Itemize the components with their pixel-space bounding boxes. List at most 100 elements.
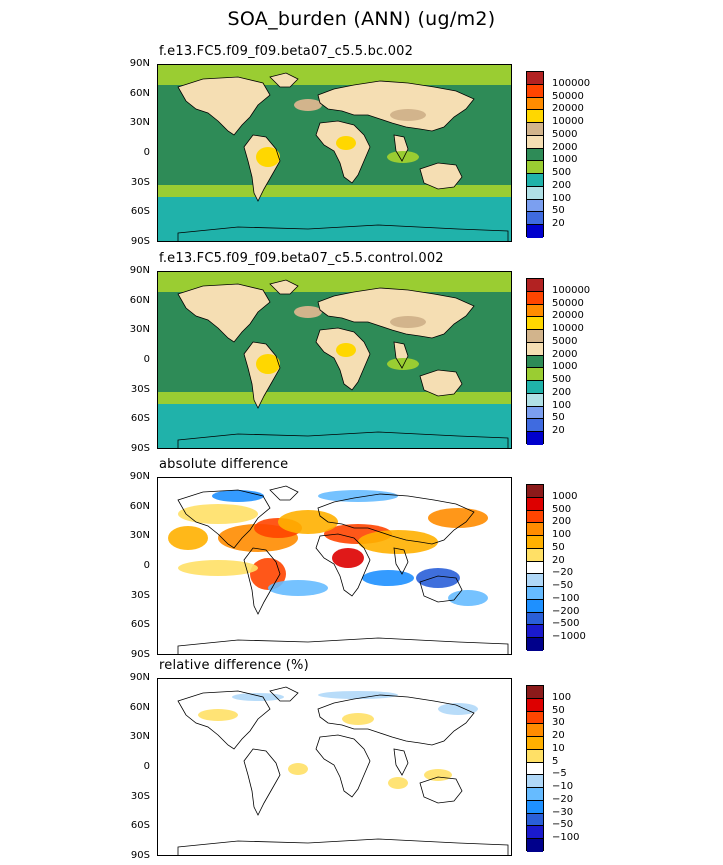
- colorbar-swatch: [527, 548, 543, 562]
- latitude-label: 30S: [130, 383, 150, 395]
- colorbar-label: 50: [552, 412, 565, 424]
- colorbar-label: 200: [552, 386, 572, 398]
- colorbar-swatch: [527, 148, 543, 162]
- latitude-label: 90N: [129, 672, 150, 683]
- colorbar-swatch: [527, 225, 543, 238]
- colorbar-label: −20: [552, 793, 574, 805]
- colorbar: [526, 484, 544, 651]
- colorbar-label: 20: [552, 218, 565, 230]
- map-panel: f.e13.FC5.f09_f09.beta07_c5.5.bc.002 90N 6…: [0, 44, 723, 247]
- colorbar-label: 200: [552, 179, 572, 191]
- colorbar-swatch: [527, 393, 543, 407]
- latitude-label: 30S: [130, 589, 150, 601]
- colorbar-label: 2000: [552, 348, 578, 360]
- latitude-label: 0: [143, 560, 150, 571]
- colorbar-label: 5000: [552, 128, 578, 140]
- colorbar-swatch: [527, 625, 543, 639]
- colorbar-label: 30: [552, 717, 565, 729]
- colorbar-label: 50: [552, 205, 565, 217]
- colorbar-label: 1000: [552, 154, 578, 166]
- colorbar-swatch: [527, 724, 543, 738]
- panel-label: f.e13.FC5.f09_f09.beta07_c5.5.control.00…: [159, 251, 444, 266]
- colorbar-swatch: [527, 368, 543, 382]
- colorbar-swatch: [527, 355, 543, 369]
- panel-label: relative difference (%): [159, 658, 309, 673]
- colorbar-swatch: [527, 574, 543, 588]
- colorbar-swatch: [527, 775, 543, 789]
- colorbar-swatch: [527, 97, 543, 111]
- colorbar-swatch: [527, 612, 543, 626]
- colorbar-label: 500: [552, 503, 572, 515]
- colorbar-swatch: [527, 342, 543, 356]
- colorbar-label: 100000: [552, 284, 591, 296]
- latitude-label: 90S: [130, 443, 150, 454]
- colorbar-label: 10000: [552, 323, 584, 335]
- colorbar-label: 500: [552, 167, 572, 179]
- colorbar-label: −50: [552, 819, 574, 831]
- latitude-label: 30N: [129, 324, 150, 336]
- colorbar-label: 5000: [552, 335, 578, 347]
- colorbar-label: −500: [552, 618, 580, 630]
- colorbar-label: −20: [552, 567, 574, 579]
- colorbar-label: 1000: [552, 490, 578, 502]
- colorbar-swatch: [527, 84, 543, 98]
- colorbar-swatch: [527, 304, 543, 318]
- colorbar-label: 10: [552, 742, 565, 754]
- colorbar-swatch: [527, 330, 543, 343]
- colorbar-swatch: [527, 638, 543, 651]
- colorbar-label: 50000: [552, 297, 584, 309]
- colorbar-label: −100: [552, 592, 580, 604]
- colorbar-swatch: [527, 561, 543, 575]
- colorbar-label: −200: [552, 605, 580, 617]
- colorbar-swatch: [527, 110, 543, 124]
- colorbar-label: −10: [552, 781, 574, 793]
- world-map: [157, 64, 512, 242]
- colorbar-swatch: [527, 432, 543, 445]
- colorbar-swatch: [527, 186, 543, 200]
- latitude-label: 60S: [130, 206, 150, 218]
- map-panel: f.e13.FC5.f09_f09.beta07_c5.5.control.00…: [0, 251, 723, 454]
- world-map: [157, 271, 512, 449]
- colorbar: [526, 71, 544, 238]
- colorbar-label: 50000: [552, 90, 584, 102]
- colorbar-swatch: [527, 686, 543, 699]
- latitude-label: 60N: [129, 500, 150, 512]
- colorbar-swatch: [527, 587, 543, 600]
- colorbar-label: 20000: [552, 310, 584, 322]
- colorbar-swatch: [527, 813, 543, 827]
- colorbar-label: 100: [552, 691, 572, 703]
- colorbar-label: 20: [552, 730, 565, 742]
- colorbar-swatch: [527, 536, 543, 549]
- latitude-label: 60N: [129, 87, 150, 99]
- colorbar-swatch: [527, 212, 543, 226]
- colorbar-label: 100: [552, 192, 572, 204]
- colorbar-swatch: [527, 123, 543, 136]
- latitude-label: 60N: [129, 701, 150, 713]
- latitude-label: 0: [143, 761, 150, 772]
- colorbar-label: 1000: [552, 361, 578, 373]
- latitude-label: 60S: [130, 413, 150, 425]
- latitude-label: 30N: [129, 530, 150, 542]
- colorbar-label: 100000: [552, 77, 591, 89]
- colorbar-swatch: [527, 381, 543, 394]
- latitude-label: 0: [143, 147, 150, 158]
- colorbar-swatch: [527, 711, 543, 725]
- colorbar-swatch: [527, 317, 543, 331]
- latitude-label: 90S: [130, 649, 150, 660]
- colorbar-swatch: [527, 523, 543, 537]
- colorbar-label: −5: [552, 768, 567, 780]
- colorbar-label: 5: [552, 755, 559, 767]
- colorbar-label: 500: [552, 374, 572, 386]
- colorbar-label: 200: [552, 516, 572, 528]
- colorbar-swatch: [527, 485, 543, 498]
- colorbar-swatch: [527, 497, 543, 511]
- latitude-label: 90N: [129, 58, 150, 69]
- colorbar-label: 20000: [552, 103, 584, 115]
- latitude-label: 90S: [130, 236, 150, 247]
- colorbar-label: 100: [552, 399, 572, 411]
- colorbar-swatch: [527, 135, 543, 149]
- panel-label: f.e13.FC5.f09_f09.beta07_c5.5.bc.002: [159, 44, 414, 59]
- world-map: [157, 477, 512, 655]
- colorbar-swatch: [527, 161, 543, 175]
- colorbar-swatch: [527, 800, 543, 814]
